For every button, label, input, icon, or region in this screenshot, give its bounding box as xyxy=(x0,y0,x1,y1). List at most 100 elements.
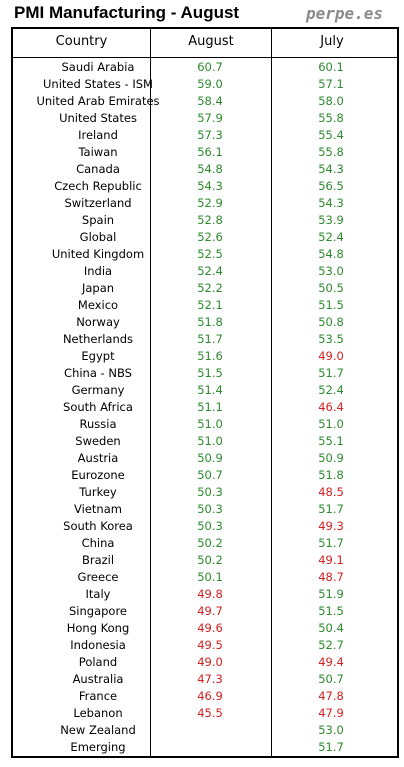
country-cell: Global xyxy=(79,230,117,244)
table-row: Austria 50.9 50.9 xyxy=(13,450,397,467)
table-row: China - NBS 51.5 51.7 xyxy=(13,365,397,382)
country-cell: China - NBS xyxy=(64,366,132,380)
table-row: Norway 51.8 50.8 xyxy=(13,314,397,331)
country-cell: Indonesia xyxy=(70,638,126,652)
table-row: Taiwan 56.1 55.8 xyxy=(13,144,397,161)
source-watermark: perpe.es xyxy=(306,4,384,23)
country-cell: Singapore xyxy=(68,604,128,618)
country-cell: United States xyxy=(59,111,137,125)
country-cell: United Kingdom xyxy=(51,247,145,261)
column-divider-country xyxy=(150,27,151,758)
july-value-cell: 51.8 xyxy=(318,468,344,482)
july-value-cell: 54.8 xyxy=(318,247,344,261)
table-row: Turkey 50.3 48.5 xyxy=(13,484,397,501)
july-value-cell: 60.1 xyxy=(318,60,344,74)
column-header-country: Country xyxy=(55,34,108,49)
table-row: Lebanon 45.5 47.9 xyxy=(13,705,397,722)
table-row: Italy 49.8 51.9 xyxy=(13,586,397,603)
august-value-cell: 50.9 xyxy=(197,451,223,465)
august-value-cell xyxy=(150,739,270,756)
table-row: Canada 54.8 54.3 xyxy=(13,161,397,178)
july-value-cell: 50.9 xyxy=(318,451,344,465)
august-value-cell: 54.3 xyxy=(197,179,223,193)
country-cell: Saudi Arabia xyxy=(61,60,135,74)
august-value-cell: 49.0 xyxy=(197,655,223,669)
july-value-cell: 55.4 xyxy=(318,128,344,142)
column-header-july: July xyxy=(320,34,344,49)
country-cell: China xyxy=(81,536,115,550)
july-value-cell: 51.7 xyxy=(318,366,344,380)
july-value-cell: 49.0 xyxy=(318,349,344,363)
country-cell: United Arab Emirates xyxy=(36,94,160,108)
july-value-cell: 49.1 xyxy=(318,553,344,567)
table-row: India 52.4 53.0 xyxy=(13,263,397,280)
july-value-cell: 55.8 xyxy=(318,145,344,159)
table-row: Eurozone 50.7 51.8 xyxy=(13,467,397,484)
august-value-cell: 54.8 xyxy=(197,162,223,176)
august-value-cell: 50.3 xyxy=(197,485,223,499)
august-value-cell: 49.6 xyxy=(197,621,223,635)
country-cell: Egypt xyxy=(81,349,115,363)
country-cell: India xyxy=(83,264,113,278)
table-row: United States - ISM 59.0 57.1 xyxy=(13,76,397,93)
table-row: Switzerland 52.9 54.3 xyxy=(13,195,397,212)
august-value-cell: 52.2 xyxy=(197,281,223,295)
august-value-cell xyxy=(150,722,270,739)
table-row: Ireland 57.3 55.4 xyxy=(13,127,397,144)
table-row: Japan 52.2 50.5 xyxy=(13,280,397,297)
table-frame xyxy=(11,27,399,758)
header-underline xyxy=(11,57,399,58)
july-value-cell: 50.5 xyxy=(318,281,344,295)
table-row: Mexico 52.1 51.5 xyxy=(13,297,397,314)
table-row: Germany 51.4 52.4 xyxy=(13,382,397,399)
august-value-cell: 51.5 xyxy=(197,366,223,380)
july-value-cell: 48.5 xyxy=(318,485,344,499)
country-cell: Poland xyxy=(78,655,118,669)
july-value-cell: 48.7 xyxy=(318,570,344,584)
july-value-cell: 46.4 xyxy=(318,400,344,414)
table-row: China 50.2 51.7 xyxy=(13,535,397,552)
august-value-cell: 49.5 xyxy=(197,638,223,652)
table-row: France 46.9 47.8 xyxy=(13,688,397,705)
country-cell: France xyxy=(78,689,118,703)
country-cell: Italy xyxy=(85,587,111,601)
july-value-cell: 53.0 xyxy=(318,264,344,278)
country-cell: Emerging xyxy=(70,740,126,754)
august-value-cell: 52.9 xyxy=(197,196,223,210)
country-cell: Greece xyxy=(77,570,119,584)
country-cell: United States - ISM xyxy=(43,77,153,91)
country-cell: Canada xyxy=(76,162,120,176)
country-cell: Eurozone xyxy=(71,468,125,482)
august-value-cell: 51.1 xyxy=(197,400,223,414)
july-value-cell: 53.0 xyxy=(318,723,344,737)
table-row: Singapore 49.7 51.5 xyxy=(13,603,397,620)
table-row: South Korea 50.3 49.3 xyxy=(13,518,397,535)
country-cell: South Korea xyxy=(63,519,133,533)
july-value-cell: 50.8 xyxy=(318,315,344,329)
column-divider-august xyxy=(271,27,272,758)
july-value-cell: 50.7 xyxy=(318,672,344,686)
country-cell: Mexico xyxy=(77,298,119,312)
july-value-cell: 58.0 xyxy=(318,94,344,108)
table-row: Vietnam 50.3 51.7 xyxy=(13,501,397,518)
country-cell: South Africa xyxy=(63,400,133,414)
july-value-cell: 47.8 xyxy=(318,689,344,703)
july-value-cell: 53.5 xyxy=(318,332,344,346)
table-row: United States 57.9 55.8 xyxy=(13,110,397,127)
july-value-cell: 51.5 xyxy=(318,604,344,618)
table-row: Sweden 51.0 55.1 xyxy=(13,433,397,450)
august-value-cell: 51.7 xyxy=(197,332,223,346)
august-value-cell: 50.2 xyxy=(197,553,223,567)
page-title: PMI Manufacturing - August xyxy=(14,3,240,22)
august-value-cell: 50.3 xyxy=(197,519,223,533)
august-value-cell: 45.5 xyxy=(197,706,223,720)
july-value-cell: 57.1 xyxy=(318,77,344,91)
july-value-cell: 55.1 xyxy=(318,434,344,448)
july-value-cell: 50.4 xyxy=(318,621,344,635)
july-value-cell: 49.4 xyxy=(318,655,344,669)
july-value-cell: 51.9 xyxy=(318,587,344,601)
august-value-cell: 52.4 xyxy=(197,264,223,278)
july-value-cell: 52.4 xyxy=(318,230,344,244)
july-value-cell: 52.7 xyxy=(318,638,344,652)
august-value-cell: 57.9 xyxy=(197,111,223,125)
